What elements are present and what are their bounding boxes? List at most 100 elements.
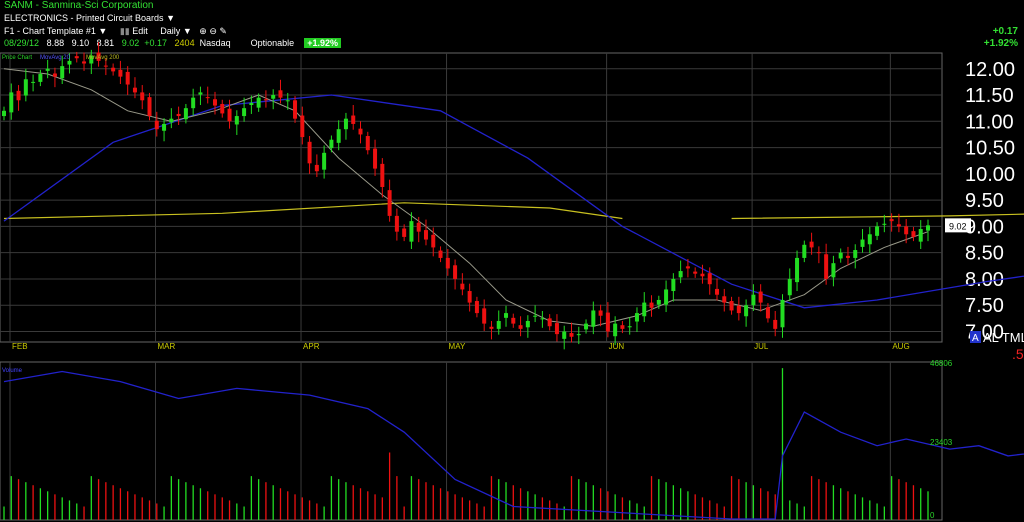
candle-body <box>889 219 894 222</box>
candle-body <box>373 148 378 169</box>
candle-body <box>38 74 43 82</box>
candle-body <box>540 318 545 320</box>
candle-body <box>242 108 247 117</box>
candle-body <box>212 99 217 106</box>
volume-zero-label: 0 <box>930 511 935 520</box>
candle-body <box>489 326 494 329</box>
candle-body <box>926 225 930 231</box>
candle-body <box>722 296 727 303</box>
candle-body <box>569 333 574 337</box>
zoom-out-icon[interactable]: ⊖ <box>209 26 217 36</box>
candle-body <box>198 92 203 95</box>
period-selector[interactable]: Daily ▼ <box>160 26 191 36</box>
candle-body <box>656 299 661 305</box>
volume-mid-label: 23403 <box>930 438 953 447</box>
candle-body <box>533 315 538 317</box>
template-label: F1 - Chart Template #1 <box>4 26 96 36</box>
candle-body <box>867 234 872 245</box>
quote-open: 8.88 <box>46 38 65 48</box>
candle-body <box>525 320 530 328</box>
edit-button[interactable]: ▮▮ Edit <box>120 26 148 36</box>
candle-body <box>314 164 319 172</box>
candle-body <box>358 128 363 135</box>
y-tick-label: 12.00 <box>965 59 1015 81</box>
quote-bar: 08/29/12 8.88 9.10 8.81 9.02 +0.17 2404 … <box>4 38 341 48</box>
candle-body <box>693 271 698 274</box>
right-change: +0.17 <box>992 26 1018 37</box>
candle-body <box>896 224 901 227</box>
ma200-line <box>3 202 623 220</box>
candle-body <box>60 66 65 79</box>
candle-body <box>511 317 516 324</box>
candle-body <box>205 97 210 99</box>
template-selector[interactable]: F1 - Chart Template #1 ▼ <box>4 26 107 36</box>
candle-body <box>773 319 778 329</box>
quote-low: 8.81 <box>96 38 115 48</box>
candle-body <box>816 252 821 254</box>
candle-body <box>802 244 807 258</box>
volume-legend: Volume <box>2 368 23 374</box>
bars-icon: ▮▮ <box>119 26 130 36</box>
quote-close: 9.02 <box>121 38 140 48</box>
candle-body <box>744 305 749 317</box>
candle-body <box>562 331 567 339</box>
candle-body <box>620 325 625 329</box>
candle-body <box>263 99 268 101</box>
month-label: MAR <box>158 342 176 351</box>
candle-body <box>285 100 290 102</box>
edit-label: Edit <box>132 26 148 36</box>
candle-body <box>751 294 756 306</box>
y-tick-label: 8.50 <box>965 243 1004 265</box>
right-pct: +1.92% <box>983 38 1018 49</box>
ma20-legend: MovAvg 20 <box>40 55 71 61</box>
volume-max-label: 46806 <box>930 359 953 368</box>
candle-body <box>23 79 28 96</box>
candle-body <box>249 102 254 106</box>
y-tick-label: 9.00 <box>965 216 1004 238</box>
candle-body <box>293 100 298 119</box>
zoom-in-icon[interactable]: ⊕ <box>199 26 207 36</box>
candle-body <box>845 255 850 258</box>
candle-body <box>809 241 814 248</box>
candle-body <box>307 141 312 164</box>
candle-body <box>16 90 21 101</box>
candle-body <box>118 69 123 77</box>
pct-change-badge: +1.92% <box>304 38 341 48</box>
quote-date: 08/29/12 <box>4 38 40 48</box>
candle-body <box>627 326 632 328</box>
candle-body <box>227 108 232 122</box>
candle-body <box>649 302 654 308</box>
candle-body <box>183 108 188 120</box>
candle-body <box>496 320 501 329</box>
month-label: AUG <box>892 342 909 351</box>
candle-body <box>518 325 523 329</box>
candle-body <box>831 263 836 278</box>
candle-body <box>700 273 705 277</box>
symbol-title: SANM - Sanmina-Sci Corporation <box>4 0 154 11</box>
candle-body <box>387 190 392 216</box>
candle-body <box>147 97 152 117</box>
industry-selector[interactable]: ELECTRONICS - Printed Circuit Boards ▼ <box>4 13 175 23</box>
month-label: FEB <box>12 342 28 351</box>
candle-body <box>176 113 181 117</box>
candle-body <box>409 221 414 242</box>
candle-body <box>140 92 145 101</box>
candle-body <box>787 278 792 296</box>
candle-body <box>351 115 356 124</box>
candle-body <box>882 223 887 225</box>
y-tick-label: 11.50 <box>965 85 1014 107</box>
candle-body <box>74 56 79 59</box>
quote-change: +0.17 <box>144 38 168 48</box>
candle-body <box>904 226 909 235</box>
price-panel-border <box>0 52 943 343</box>
candle-body <box>2 110 6 117</box>
candle-body <box>278 90 283 98</box>
candle-body <box>715 288 720 295</box>
pencil-icon[interactable]: ✎ <box>219 26 227 36</box>
candle-body <box>394 215 399 232</box>
candle-body <box>875 226 880 236</box>
candle-body <box>504 313 509 318</box>
optionable-label: Optionable <box>250 38 295 48</box>
alert-badge-label: A <box>972 333 979 344</box>
